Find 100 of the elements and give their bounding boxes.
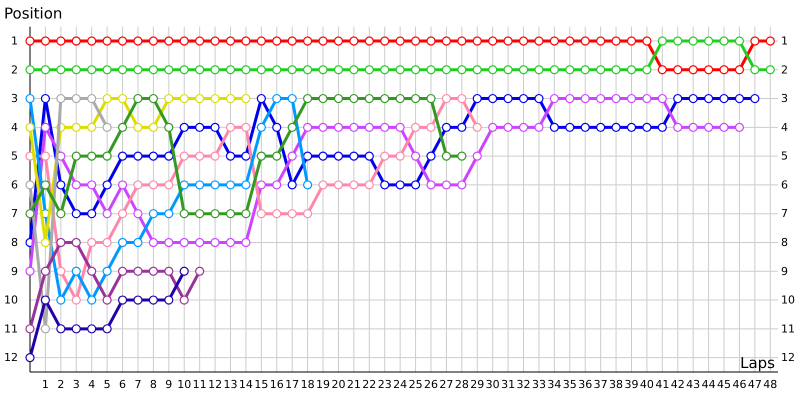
point — [25, 94, 35, 104]
point — [704, 122, 714, 132]
point — [148, 295, 158, 305]
x-tick-label: 42 — [670, 378, 685, 391]
point — [565, 36, 574, 46]
point — [442, 152, 451, 161]
point — [750, 36, 760, 46]
point — [180, 152, 189, 161]
point — [56, 238, 66, 248]
point — [611, 36, 621, 46]
point — [180, 295, 189, 305]
point — [550, 94, 559, 104]
point — [148, 152, 158, 161]
point — [256, 209, 266, 218]
point — [349, 180, 358, 190]
point — [766, 65, 775, 74]
point — [396, 122, 405, 132]
point — [72, 209, 81, 218]
point — [565, 122, 574, 132]
point — [642, 94, 652, 104]
point — [133, 209, 143, 218]
point — [56, 209, 66, 218]
x-tick-label: 12 — [208, 378, 222, 391]
point — [303, 65, 312, 74]
point — [195, 152, 204, 161]
y-tick-label: 12 — [4, 351, 18, 364]
point — [72, 36, 81, 46]
point — [518, 122, 528, 132]
point — [642, 65, 652, 74]
x-tick-label: 28 — [454, 378, 469, 391]
point — [40, 152, 50, 161]
x-tick-label: 1 — [42, 378, 49, 391]
y2-tick-label: 4 — [781, 120, 788, 134]
point — [349, 94, 358, 104]
point — [396, 180, 405, 190]
point — [241, 152, 251, 161]
point — [180, 266, 189, 276]
point — [364, 180, 374, 190]
x-tick-label: 36 — [578, 378, 592, 391]
point — [180, 209, 189, 218]
point — [164, 36, 174, 46]
y-tick-label: 11 — [4, 322, 18, 336]
point — [349, 152, 358, 161]
point — [303, 122, 312, 132]
point — [658, 122, 667, 132]
point — [210, 152, 220, 161]
point — [272, 180, 282, 190]
point — [118, 152, 128, 161]
point — [688, 94, 698, 104]
point — [56, 266, 66, 276]
x-tick-label: 25 — [408, 378, 423, 391]
point — [148, 122, 158, 132]
point — [719, 122, 729, 132]
point — [256, 94, 266, 104]
point — [396, 65, 405, 74]
point — [56, 180, 66, 190]
point — [87, 94, 96, 104]
point — [488, 65, 498, 74]
point — [241, 36, 251, 46]
point — [534, 36, 544, 46]
point — [87, 122, 96, 132]
point — [256, 36, 266, 46]
x-tick-label: 43 — [686, 378, 700, 391]
point — [133, 238, 143, 248]
point — [25, 36, 35, 46]
point — [226, 209, 236, 218]
point — [133, 94, 143, 104]
point — [87, 152, 96, 161]
point — [210, 180, 220, 190]
x-tick-label: 30 — [486, 378, 500, 391]
x-tick-label: 11 — [192, 378, 207, 391]
point — [472, 36, 482, 46]
point — [580, 122, 590, 132]
point — [410, 94, 420, 104]
point — [195, 94, 204, 104]
point — [442, 65, 451, 74]
point — [118, 295, 128, 305]
point — [673, 122, 682, 132]
point — [118, 209, 128, 218]
point — [210, 65, 220, 74]
point — [164, 180, 174, 190]
y-tick-label: 2 — [11, 63, 18, 76]
x-tick-label: 32 — [516, 378, 531, 391]
point — [349, 36, 358, 46]
point — [457, 36, 466, 46]
point — [56, 65, 66, 74]
point — [719, 94, 729, 104]
point — [180, 180, 189, 190]
point — [611, 122, 621, 132]
point — [396, 94, 405, 104]
point — [334, 122, 344, 132]
point — [504, 65, 513, 74]
point — [380, 65, 390, 74]
point — [148, 266, 158, 276]
point — [364, 122, 374, 132]
point — [565, 65, 574, 74]
point — [118, 122, 128, 132]
point — [87, 65, 96, 74]
point — [658, 36, 667, 46]
x-tick-label: 9 — [165, 378, 172, 391]
